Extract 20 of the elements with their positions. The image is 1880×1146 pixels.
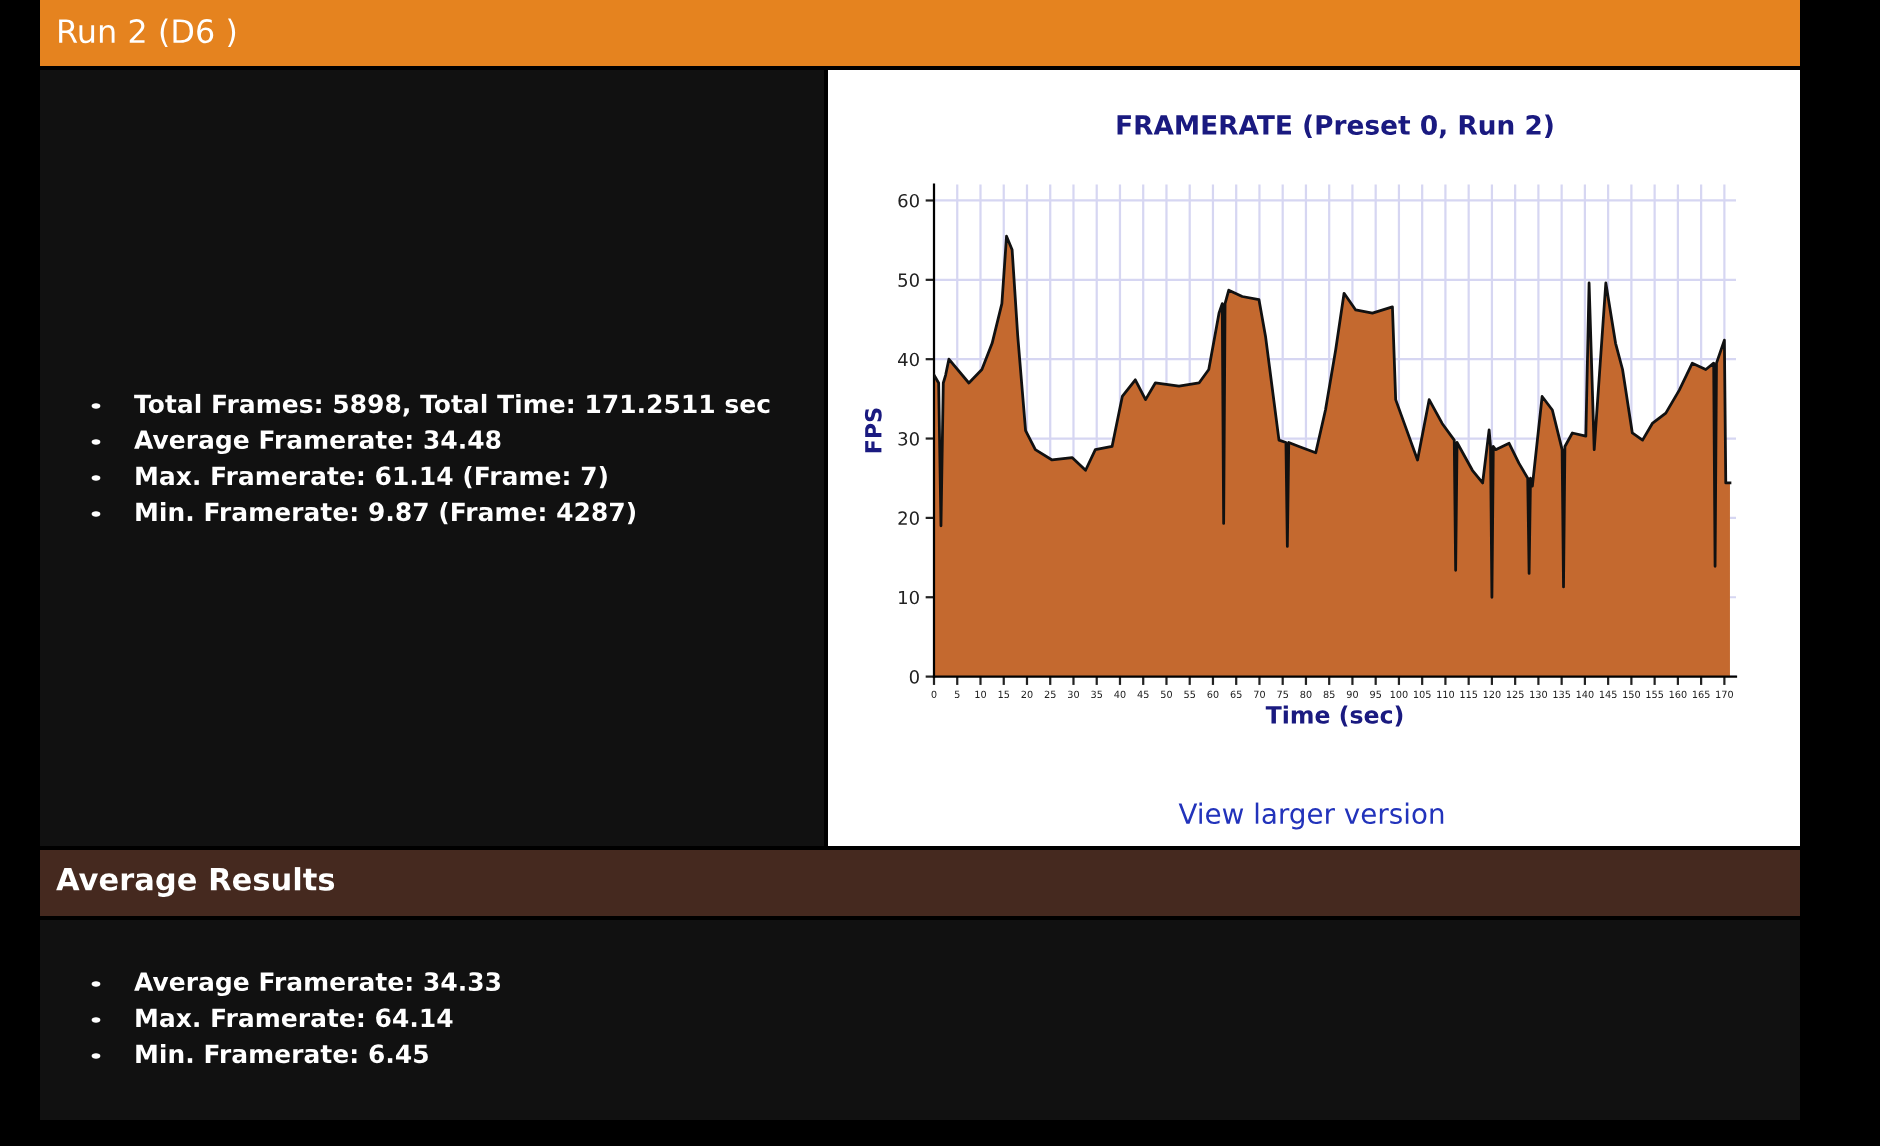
- y-tick-label: 50: [898, 273, 919, 287]
- text: Max. Framerate: 61.14 (Frame: 7): [136, 465, 607, 489]
- y-axis-title: FPS: [864, 408, 882, 453]
- y-tick-label: 0: [909, 670, 919, 684]
- chart-title: FRAMERATE (Preset 0, Run 2): [1117, 114, 1553, 139]
- text: Min. Framerate: 6.45: [136, 1043, 428, 1064]
- text: Average Framerate: 34.33: [134, 972, 501, 997]
- text: Average Framerate: 34.48: [134, 430, 501, 455]
- y-tick-label: 20: [898, 511, 919, 526]
- y-tick-label: 60: [898, 193, 919, 208]
- text: Average Results: [56, 867, 335, 897]
- text: Run 2 (D6 ): [59, 18, 236, 48]
- x-axis-title: Time (sec): [1265, 705, 1403, 727]
- text: Total Frames: 5898, Total Time: 171.2511 sec: [134, 393, 770, 417]
- text: View larger version: [1178, 802, 1444, 830]
- text: Max. Framerate: 64.14: [136, 1008, 453, 1028]
- y-tick-label: 10: [899, 590, 919, 605]
- text: Min. Framerate: 9.87 (Frame: 4287): [136, 501, 635, 525]
- y-tick-label: 30: [898, 431, 919, 446]
- y-tick-label: 40: [898, 352, 919, 367]
